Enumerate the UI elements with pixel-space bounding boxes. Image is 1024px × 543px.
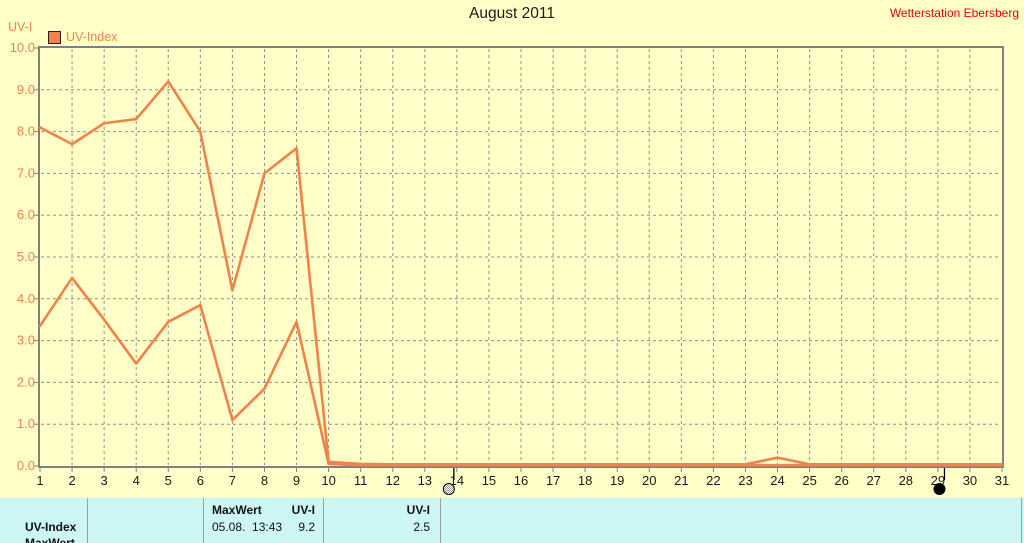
svg-text:13: 13 xyxy=(418,473,432,488)
svg-text:2: 2 xyxy=(68,473,75,488)
svg-text:22: 22 xyxy=(706,473,720,488)
svg-text:3: 3 xyxy=(101,473,108,488)
svg-text:17: 17 xyxy=(546,473,560,488)
svg-text:19: 19 xyxy=(610,473,624,488)
svg-text:21: 21 xyxy=(674,473,688,488)
svg-text:1: 1 xyxy=(36,473,43,488)
svg-text:6.0: 6.0 xyxy=(17,207,35,222)
svg-text:25: 25 xyxy=(802,473,816,488)
status-col-maxwert: MaxWert UV-I 05.08. 13:43 9.2 xyxy=(204,498,324,543)
new-moon-icon xyxy=(933,483,946,495)
svg-text:0.0: 0.0 xyxy=(17,458,35,473)
svg-text:7.0: 7.0 xyxy=(17,165,35,180)
svg-text:8: 8 xyxy=(261,473,268,488)
svg-text:7: 7 xyxy=(229,473,236,488)
maxwert-header: MaxWert xyxy=(212,503,262,517)
moon-phase-markers xyxy=(442,468,946,495)
svg-text:5: 5 xyxy=(165,473,172,488)
svg-text:12: 12 xyxy=(385,473,399,488)
svg-text:20: 20 xyxy=(642,473,656,488)
svg-text:2.0: 2.0 xyxy=(17,374,35,389)
svg-text:30: 30 xyxy=(963,473,977,488)
x-axis-labels: 1 2 3 4 5 6 7 8 9 10 11 12 13 14 15 16 17 18 19 20 21 22 23 24 2… xyxy=(36,473,1009,488)
status-col-empty-1 xyxy=(88,498,204,543)
maxwert-row-label-cut: MaxWert xyxy=(25,536,75,543)
maxwert-value: 9.2 xyxy=(298,520,315,534)
full-moon-icon xyxy=(442,483,455,495)
uv-index-row-label: UV-Index xyxy=(25,520,77,534)
svg-text:27: 27 xyxy=(866,473,880,488)
svg-text:23: 23 xyxy=(738,473,752,488)
status-col-empty-2 xyxy=(441,498,1022,543)
svg-text:24: 24 xyxy=(770,473,784,488)
svg-text:18: 18 xyxy=(578,473,592,488)
svg-text:16: 16 xyxy=(514,473,528,488)
svg-text:15: 15 xyxy=(482,473,496,488)
svg-text:8.0: 8.0 xyxy=(17,124,35,139)
svg-text:4: 4 xyxy=(133,473,140,488)
maxwert-uvi-header: UV-I xyxy=(291,503,315,517)
axis-ticks xyxy=(34,47,1003,472)
station-name: Wetterstation Ebersberg xyxy=(889,6,1019,20)
current-uvi-value: 2.5 xyxy=(413,520,430,534)
legend-swatch-icon xyxy=(48,30,61,44)
svg-text:9: 9 xyxy=(293,473,300,488)
svg-text:31: 31 xyxy=(995,473,1009,488)
y-axis-title: UV-I xyxy=(8,20,33,34)
maxwert-datetime: 05.08. 13:43 xyxy=(212,520,283,534)
status-col-labels: UV-Index MaxWert xyxy=(0,498,88,543)
page-title: August 2011 xyxy=(469,5,555,22)
uv-index-lower-line xyxy=(38,276,1004,467)
svg-text:1.0: 1.0 xyxy=(17,416,35,431)
uv-index-lines xyxy=(38,80,1004,467)
status-panel: UV-Index MaxWert MaxWert UV-I 05.08. 13:… xyxy=(0,498,1024,543)
svg-text:6: 6 xyxy=(197,473,204,488)
svg-text:10: 10 xyxy=(321,473,335,488)
gridlines xyxy=(41,49,1001,465)
svg-text:4.0: 4.0 xyxy=(17,291,35,306)
svg-text:28: 28 xyxy=(899,473,913,488)
legend-label: UV-Index xyxy=(66,30,118,44)
y-axis-labels: 0.0 1.0 2.0 3.0 4.0 5.0 6.0 7.0 8.0 9.0 10.0 xyxy=(10,40,35,473)
current-uvi-header: UV-I xyxy=(406,503,430,517)
svg-text:9.0: 9.0 xyxy=(17,82,35,97)
svg-text:3.0: 3.0 xyxy=(17,333,35,348)
svg-text:10.0: 10.0 xyxy=(10,40,35,55)
legend: UV-Index xyxy=(48,30,117,44)
svg-text:26: 26 xyxy=(834,473,848,488)
svg-text:11: 11 xyxy=(354,473,368,488)
status-col-current: UV-I 2.5 xyxy=(324,498,441,543)
svg-text:5.0: 5.0 xyxy=(17,249,35,264)
